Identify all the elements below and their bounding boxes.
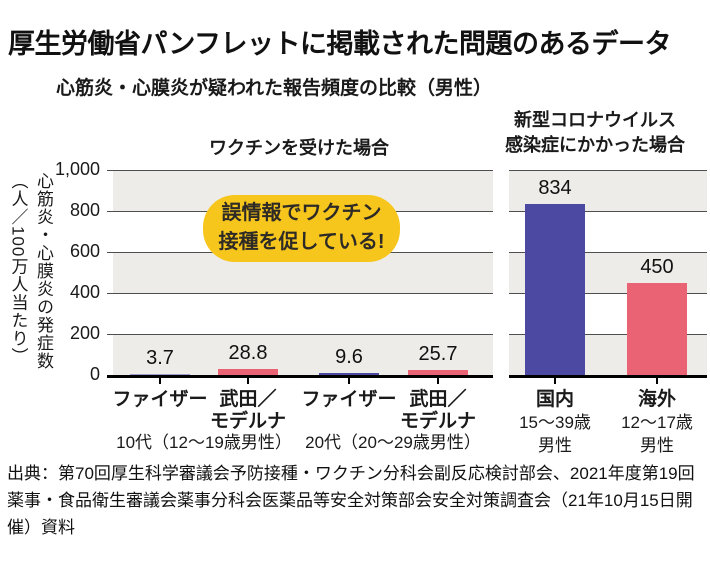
bar-label-line2: モデルナ [209,411,286,432]
bar-value: 834 [538,177,572,199]
y-tick-label: 400 [69,282,100,302]
bar-sub-label: 男性 [640,436,674,455]
bar-label: 武田／ [409,389,467,410]
chart-subtitle: 心筋炎・心膜炎が疑われた報告頻度の比較（男性） [56,78,493,99]
panel-header-covid-line2: 感染症にかかった場合 [505,135,685,155]
panel-header-covid-line1: 新型コロナウイルス [514,110,676,130]
bar-label: 国内 [535,389,574,410]
bar-label: 海外 [637,389,676,410]
bar [627,283,687,375]
x-axis-line [107,375,493,378]
bar [218,369,278,375]
bar [130,374,190,375]
source-note: 出典：第70回厚生科学審議会予防接種・ワクチン分科会副反応検討部会、2021年度… [7,464,695,537]
gridline [509,334,707,335]
x-tick [247,378,249,384]
panel-header-covid: 新型コロナウイルス 感染症にかかった場合 [480,108,710,158]
y-tick-label: 1,000 [54,159,100,179]
bar-sub-label: 15～39歳 [519,413,591,432]
bar-label: 武田／ [219,389,277,410]
x-tick [348,378,350,384]
page-title: 厚生労働省パンフレットに掲載された問題のあるデータ [8,29,672,59]
group-label: 10代（12～19歳男性） [116,433,292,452]
y-tick-label: 600 [69,241,100,261]
bar-value: 28.8 [228,342,268,364]
y-tick-label: 0 [89,364,100,384]
gridline [107,293,493,294]
x-tick [554,378,556,384]
x-tick [656,378,658,384]
bar [525,204,585,375]
bar-sub-label: 12～17歳 [621,413,693,432]
bar [408,370,468,375]
callout-line2: 接種を促している! [218,231,385,253]
x-tick [437,378,439,384]
bar [319,373,379,375]
bar-value: 450 [640,256,674,278]
bar-label: ファイザー [301,389,397,410]
group-label: 20代（20～29歳男性） [305,433,481,452]
gridline [509,252,707,253]
y-tick-label: 200 [69,323,100,343]
y-axis-label-unit: （人／100万人当たり） [8,172,28,366]
gridline [107,170,493,171]
bar-label: ファイザー [112,389,208,410]
gridline [107,334,493,335]
bar-value: 25.7 [418,343,458,365]
bar-label-line2: モデルナ [399,411,476,432]
gridline [509,170,707,171]
gridline [509,211,707,212]
y-axis-label-main: 心筋炎・心膜炎の発症数 [34,172,53,370]
panel-header-vaccinated: ワクチンを受けた場合 [209,138,389,158]
y-axis-label: 心筋炎・心膜炎の発症数 （人／100万人当たり） [5,172,56,434]
bar-sub-label: 男性 [538,436,572,455]
callout-line1: 誤情報でワクチン [221,202,382,224]
bar-value: 9.6 [335,346,363,368]
x-axis-line [509,375,707,378]
bar-value: 3.7 [146,347,174,369]
y-tick-label: 800 [69,200,100,220]
x-tick [159,378,161,384]
gridline [509,293,707,294]
misinformation-callout: 誤情報でワクチン 接種を促している! [203,195,400,262]
